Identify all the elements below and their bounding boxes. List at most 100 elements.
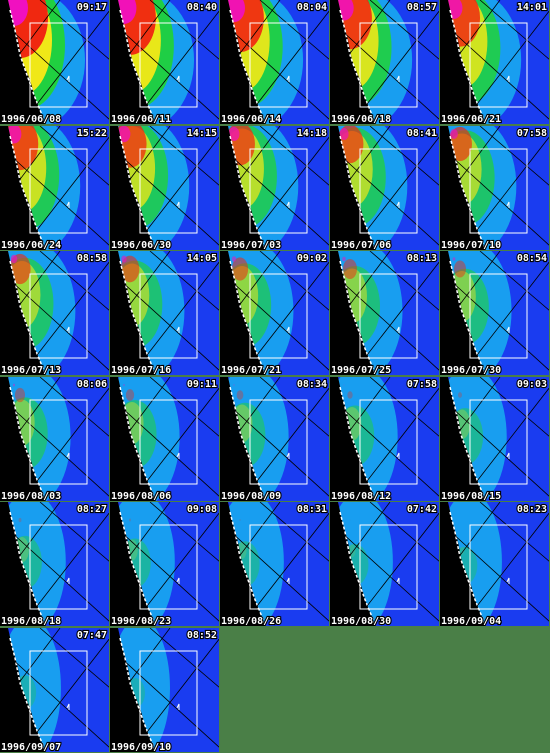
coast <box>110 251 156 375</box>
study-box <box>249 524 308 610</box>
marker <box>66 326 70 333</box>
date-label: 1996/07/16 <box>111 365 171 376</box>
tile: 08:23 1996/09/04 <box>440 502 549 626</box>
grid-line <box>479 502 549 562</box>
grid-line <box>259 502 329 562</box>
grid-line <box>149 251 219 311</box>
grid-line <box>39 628 109 688</box>
date-label: 1996/08/12 <box>331 491 391 502</box>
satellite-image: 07:58 1996/07/10 <box>440 126 549 250</box>
grid-line <box>149 502 219 562</box>
satellite-image: 08:40 1996/06/11 <box>110 0 219 124</box>
plume-magenta <box>10 254 18 264</box>
grid-line <box>149 0 219 60</box>
grid-line <box>220 19 329 120</box>
time-label: 14:05 <box>187 253 217 264</box>
date-label: 1996/08/03 <box>1 491 61 502</box>
grid-line <box>440 145 549 246</box>
coast <box>0 126 46 250</box>
date-label: 1996/06/30 <box>111 240 171 251</box>
tile: 08:27 1996/08/18 <box>0 502 109 626</box>
coast-detail <box>9 511 46 625</box>
grid-line <box>479 0 549 60</box>
satellite-image: 08:57 1996/06/18 <box>330 0 439 125</box>
tile: 07:42 1996/08/30 <box>330 502 439 626</box>
study-box <box>29 399 88 485</box>
study-box <box>359 148 418 234</box>
tile: 09:02 1996/07/21 <box>220 251 329 376</box>
study-box <box>249 399 308 485</box>
tile: 07:47 1996/09/07 <box>0 628 109 752</box>
grid-line <box>259 0 329 60</box>
plume-red <box>128 518 132 522</box>
study-box <box>359 22 418 108</box>
plume-red <box>18 517 22 523</box>
date-label: 1996/06/18 <box>331 114 391 125</box>
coast <box>0 251 46 375</box>
satellite-image: 09:08 1996/08/23 <box>110 502 219 626</box>
satellite-image: 09:17 1996/06/08 <box>0 0 109 124</box>
plume-red <box>236 390 244 400</box>
grid-line <box>110 647 219 748</box>
grid-line <box>479 251 549 311</box>
date-label: 1996/07/21 <box>221 365 281 376</box>
date-label: 1996/06/21 <box>441 114 501 125</box>
plume-magenta <box>123 383 125 387</box>
date-label: 1996/06/24 <box>1 240 61 251</box>
grid-line <box>0 647 109 748</box>
coast <box>110 628 156 752</box>
marker <box>176 703 180 710</box>
grid-line <box>330 19 439 120</box>
coast-detail <box>449 135 486 249</box>
study-box <box>359 524 418 610</box>
coast <box>440 0 486 124</box>
marker <box>506 452 510 459</box>
coast <box>440 126 486 250</box>
marker <box>396 201 400 208</box>
time-label: 14:01 <box>517 2 547 13</box>
study-box <box>139 524 198 610</box>
coast <box>440 502 486 626</box>
marker <box>396 326 400 333</box>
tile: 08:34 1996/08/09 <box>220 377 329 501</box>
time-label: 08:06 <box>77 379 107 390</box>
date-label: 1996/07/13 <box>1 365 61 376</box>
tile: 08:54 1996/07/30 <box>440 251 549 375</box>
grid-line <box>440 396 549 497</box>
tile: 07:58 1996/07/10 <box>440 126 549 250</box>
grid-line <box>369 377 439 437</box>
coast <box>220 251 266 375</box>
time-label: 08:40 <box>187 2 217 13</box>
grid-line <box>440 19 549 120</box>
grid-line <box>369 251 439 311</box>
marker <box>506 201 510 208</box>
tile: 07:58 1996/08/12 <box>330 377 439 502</box>
satellite-image: 08:04 1996/06/14 <box>220 0 329 124</box>
coast-detail <box>9 637 46 751</box>
grid-line <box>39 126 109 186</box>
marker <box>176 75 180 82</box>
tile: 08:41 1996/07/06 <box>330 126 439 250</box>
marker <box>66 452 70 459</box>
plume-red <box>347 391 353 399</box>
coast-detail <box>449 386 486 500</box>
grid-line <box>440 521 549 622</box>
coast-detail <box>449 260 486 374</box>
satellite-image: 08:31 1996/08/26 <box>220 502 329 626</box>
tile: 08:06 1996/08/03 <box>0 377 109 502</box>
plume-magenta <box>12 383 16 387</box>
coast <box>110 377 156 501</box>
plume-red <box>231 257 249 281</box>
time-label: 07:42 <box>407 504 437 515</box>
grid-line <box>110 145 219 246</box>
grid-line <box>330 521 439 622</box>
marker <box>506 577 510 584</box>
tile: 14:18 1996/07/03 <box>220 126 329 250</box>
grid-line <box>259 126 329 186</box>
study-box <box>29 524 88 610</box>
plume-yellow <box>459 547 465 556</box>
coast-detail <box>229 9 266 123</box>
plume-red <box>239 519 241 521</box>
marker <box>286 452 290 459</box>
